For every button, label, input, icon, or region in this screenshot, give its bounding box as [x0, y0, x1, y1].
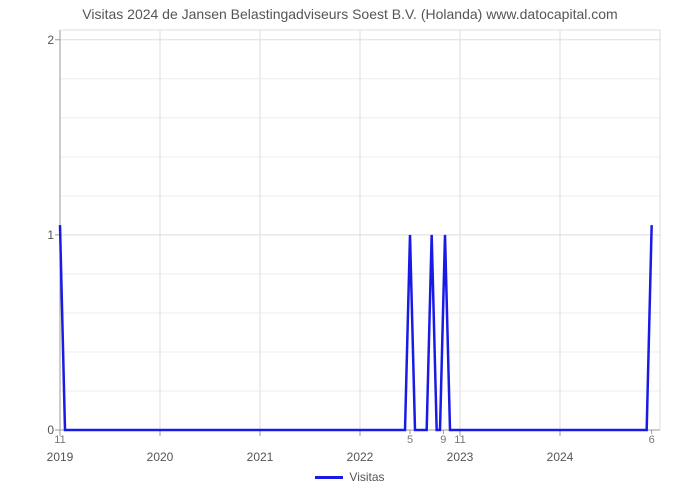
- chart-title: Visitas 2024 de Jansen Belastingadviseur…: [0, 6, 700, 22]
- x-major-tick-label: 2019: [47, 450, 74, 464]
- legend-swatch: [315, 476, 343, 479]
- x-major-tick-label: 2021: [247, 450, 274, 464]
- y-tick-label: 0: [14, 423, 54, 437]
- x-minor-tick-label: 9: [440, 434, 446, 446]
- chart-plot: [60, 30, 660, 430]
- x-major-tick-label: 2022: [347, 450, 374, 464]
- x-minor-tick-label: 11: [454, 434, 465, 446]
- x-major-tick-label: 2023: [447, 450, 474, 464]
- x-major-tick-label: 2024: [547, 450, 574, 464]
- legend-label: Visitas: [349, 470, 384, 484]
- x-minor-tick-label: 11: [54, 434, 65, 446]
- x-minor-tick-label: 5: [407, 434, 413, 446]
- y-tick-label: 1: [14, 228, 54, 242]
- x-minor-tick-label: 6: [649, 434, 655, 446]
- chart-container: Visitas 2024 de Jansen Belastingadviseur…: [0, 0, 700, 500]
- legend: Visitas: [0, 470, 700, 484]
- y-tick-label: 2: [14, 33, 54, 47]
- x-major-tick-label: 2020: [147, 450, 174, 464]
